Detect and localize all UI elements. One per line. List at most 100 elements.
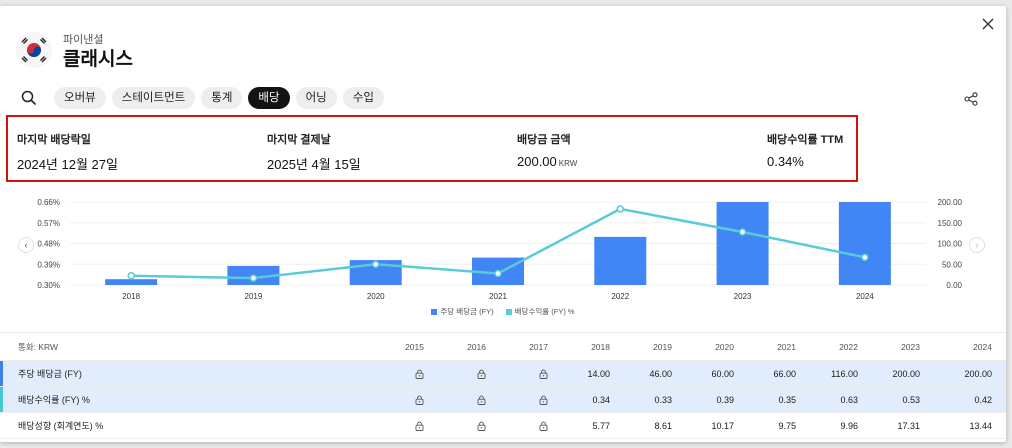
table-body: 주당 배당금 (FY) 14.00 46.00 60.00 66.00 116.00 200… <box>0 360 1006 439</box>
x-axis-tick: 2019 <box>245 292 263 301</box>
table-cell: 8.61 <box>624 412 686 439</box>
year-header: 2022 <box>810 332 872 361</box>
lock-icon[interactable] <box>500 412 562 439</box>
stat-label: 배당수익률 TTM <box>767 134 844 146</box>
yield-point <box>127 272 135 280</box>
x-axis-tick: 2022 <box>611 292 629 301</box>
x-axis-tick: 2018 <box>122 292 140 301</box>
stat-label: 마지막 배당락일 <box>17 134 91 146</box>
tab-revenue[interactable]: 수입 <box>342 87 384 109</box>
table-row: 배당성향 (회계연도) % 5.77 8.61 10.17 9.75 9.96 17.31 1… <box>0 412 1006 439</box>
tab-overview[interactable]: 오버뷰 <box>54 87 106 109</box>
table-cell: 0.63 <box>810 386 872 413</box>
table-cell: 5.77 <box>562 412 624 439</box>
page-subtitle: 파이낸셜 <box>63 34 104 46</box>
table-cell: 0.34 <box>562 386 624 413</box>
x-axis-tick: 2023 <box>734 292 752 301</box>
year-header: 2017 <box>500 332 562 361</box>
stat-label: 마지막 결제날 <box>267 134 331 146</box>
right-axis-tick: 0.00 <box>946 281 962 290</box>
row-label: 주당 배당금 (FY) <box>0 360 376 387</box>
bar <box>105 279 158 285</box>
tab-earnings[interactable]: 어닝 <box>295 87 337 109</box>
stat-dividend-amount: 배당금 금액 200.00 KRW <box>517 131 577 169</box>
stat-ex-dividend-date: 마지막 배당락일 2024년 12월 27일 <box>17 131 118 173</box>
table-cell: 9.75 <box>748 412 810 439</box>
table-cell: 200.00 <box>934 360 1006 387</box>
stat-unit: KRW <box>558 159 578 168</box>
chart-legend: 주당 배당금 (FY) 배당수익률 (FY) % <box>0 306 1006 317</box>
currency-label: 통화: KRW <box>0 332 376 361</box>
lock-icon[interactable] <box>376 386 438 413</box>
year-header: 2015 <box>376 332 438 361</box>
stat-value: 0.34% <box>767 154 804 169</box>
tab-statistics[interactable]: 통계 <box>201 87 243 109</box>
share-icon[interactable] <box>964 92 978 106</box>
table-row: 배당수익률 (FY) % 0.34 0.33 0.39 0.35 0.63 0.53 0.42 <box>0 386 1006 413</box>
left-axis-tick: 0.30% <box>37 281 60 290</box>
x-axis-tick: 2021 <box>489 292 507 301</box>
table-cell: 60.00 <box>686 360 748 387</box>
yield-point <box>861 253 869 262</box>
table-cell: 46.00 <box>624 360 686 387</box>
year-header: 2018 <box>562 332 624 361</box>
yield-point <box>371 260 380 268</box>
year-header: 2021 <box>748 332 810 361</box>
year-header: 2016 <box>438 332 500 361</box>
table-cell: 0.42 <box>934 386 1006 413</box>
table-cell: 200.00 <box>872 360 934 387</box>
yield-point <box>494 269 502 278</box>
year-header: 2019 <box>624 332 686 361</box>
table-cell: 0.53 <box>872 386 934 413</box>
korea-flag-icon <box>16 32 52 68</box>
table-cell: 116.00 <box>810 360 872 387</box>
chart-next-button[interactable]: › <box>969 237 985 253</box>
lock-icon[interactable] <box>438 412 500 439</box>
table-cell: 10.17 <box>686 412 748 439</box>
table-cell: 9.96 <box>810 412 872 439</box>
tab-dividends[interactable]: 배당 <box>248 87 290 109</box>
dividend-table: 통화: KRW 2015 2016 2017 2018 2019 2020 2021 2022 2… <box>0 332 1006 439</box>
yield-point <box>738 228 747 236</box>
left-axis-tick: 0.66% <box>37 198 60 207</box>
right-axis-tick: 100.00 <box>938 240 963 249</box>
yield-point <box>616 205 625 213</box>
table-cell: 66.00 <box>748 360 810 387</box>
lock-icon[interactable] <box>376 360 438 387</box>
lock-icon[interactable] <box>500 360 562 387</box>
table-header-row: 통화: KRW 2015 2016 2017 2018 2019 2020 2021 2022 2… <box>0 332 1006 361</box>
table-cell: 14.00 <box>562 360 624 387</box>
yield-point <box>249 274 258 282</box>
dividend-chart: 0.66% 200.00 0.57% 150.00 0.48% 100.00 0.39% 50… <box>37 198 963 301</box>
financials-panel: 파이낸셜 클래시스 오버뷰 스테이트먼트 통계 배당 어닝 수입 마지막 배당락… <box>0 6 1006 442</box>
x-axis-tick: 2020 <box>367 292 385 301</box>
lock-icon[interactable] <box>438 386 500 413</box>
search-icon[interactable] <box>20 89 38 107</box>
bar <box>838 202 891 285</box>
table-cell: 13.44 <box>934 412 1006 439</box>
year-header: 2024 <box>934 332 1006 361</box>
tab-statements[interactable]: 스테이트먼트 <box>111 87 196 109</box>
chart-prev-button[interactable]: ‹ <box>18 237 34 253</box>
bar <box>594 236 647 285</box>
right-axis-tick: 50.00 <box>942 260 963 269</box>
lock-icon[interactable] <box>376 412 438 439</box>
x-axis-tick: 2024 <box>856 292 874 301</box>
stat-label: 배당금 금액 <box>517 134 571 146</box>
stat-value: 2024년 12월 27일 <box>17 157 118 172</box>
lock-icon[interactable] <box>500 386 562 413</box>
legend-swatch <box>505 309 512 316</box>
row-label: 배당성향 (회계연도) % <box>0 412 376 439</box>
table-cell: 0.39 <box>686 386 748 413</box>
page-title: 클래시스 <box>63 49 133 70</box>
bar <box>716 202 769 285</box>
stat-value: 2025년 4월 15일 <box>267 157 361 172</box>
table-row: 주당 배당금 (FY) 14.00 46.00 60.00 66.00 116.00 200… <box>0 360 1006 387</box>
lock-icon[interactable] <box>438 360 500 387</box>
legend-swatch <box>431 309 438 316</box>
dividend-summary: 마지막 배당락일 2024년 12월 27일 마지막 결제날 2025년 4월 … <box>6 115 858 182</box>
left-axis-tick: 0.48% <box>37 240 60 249</box>
close-icon[interactable] <box>980 16 996 32</box>
table-cell: 17.31 <box>872 412 934 439</box>
table-cell: 0.33 <box>624 386 686 413</box>
